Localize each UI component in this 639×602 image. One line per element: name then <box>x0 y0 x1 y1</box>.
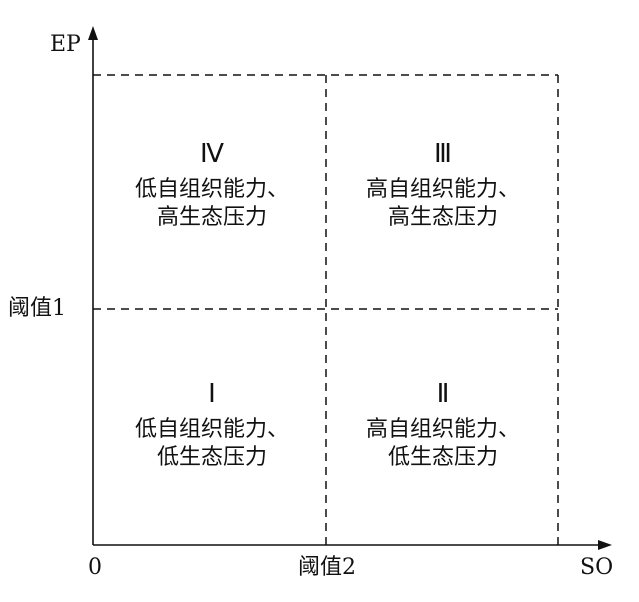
x-axis-arrow <box>598 540 612 550</box>
quadrant-iii: Ⅲ 高自组织能力、 高生态压力 <box>366 140 520 232</box>
quadrant-line2: 高生态压力 <box>156 205 268 230</box>
y-axis-arrow <box>88 26 98 40</box>
quadrant-numeral: Ⅰ <box>208 379 216 408</box>
origin-label: 0 <box>88 555 102 580</box>
quadrant-iv: Ⅳ 低自组织能力、 高生态压力 <box>135 140 289 232</box>
quadrant-line2: 低生态压力 <box>156 445 268 470</box>
y-axis-label: EP <box>50 32 81 57</box>
quadrant-line1: 高自组织能力、 <box>365 177 521 202</box>
y-threshold-label: 阈值1 <box>8 296 66 321</box>
quadrant-line1: 低自组织能力、 <box>134 417 290 442</box>
quadrant-line2: 高生态压力 <box>387 205 499 230</box>
quadrant-numeral: Ⅲ <box>434 139 452 168</box>
quadrant-i: Ⅰ 低自组织能力、 低生态压力 <box>135 380 289 472</box>
quadrant-ii: Ⅱ 高自组织能力、 低生态压力 <box>366 380 520 472</box>
quadrant-numeral: Ⅳ <box>199 139 224 168</box>
x-threshold-label: 阈值2 <box>298 555 356 580</box>
quadrant-numeral: Ⅱ <box>436 379 450 408</box>
x-axis-label: SO <box>580 555 614 580</box>
quadrant-line2: 低生态压力 <box>387 445 499 470</box>
quadrant-line1: 低自组织能力、 <box>134 177 290 202</box>
quadrant-line1: 高自组织能力、 <box>365 417 521 442</box>
